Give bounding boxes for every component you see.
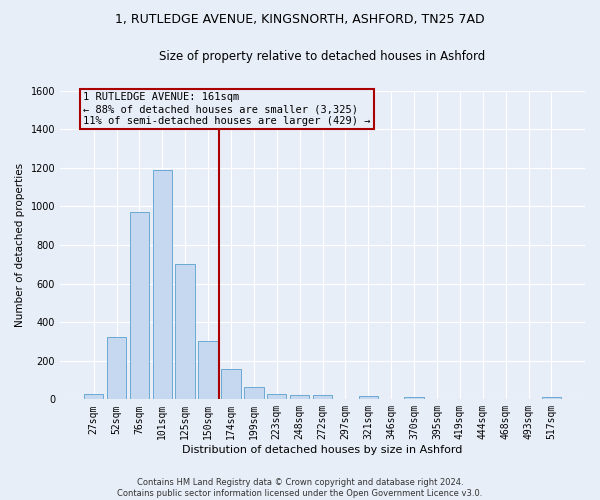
Text: 1, RUTLEDGE AVENUE, KINGSNORTH, ASHFORD, TN25 7AD: 1, RUTLEDGE AVENUE, KINGSNORTH, ASHFORD,… [115,12,485,26]
Bar [359,396,378,400]
Bar [221,370,241,400]
Text: 1 RUTLEDGE AVENUE: 161sqm
← 88% of detached houses are smaller (3,325)
11% of se: 1 RUTLEDGE AVENUE: 161sqm ← 88% of detac… [83,92,371,126]
X-axis label: Distribution of detached houses by size in Ashford: Distribution of detached houses by size … [182,445,463,455]
Bar [290,396,310,400]
Bar [84,394,103,400]
Bar [404,398,424,400]
Text: Contains HM Land Registry data © Crown copyright and database right 2024.
Contai: Contains HM Land Registry data © Crown c… [118,478,482,498]
Bar [107,336,126,400]
Bar [313,396,332,400]
Bar [152,170,172,400]
Bar [199,342,218,400]
Title: Size of property relative to detached houses in Ashford: Size of property relative to detached ho… [160,50,485,63]
Bar [244,387,263,400]
Bar [267,394,286,400]
Bar [175,264,195,400]
Y-axis label: Number of detached properties: Number of detached properties [15,163,25,327]
Bar [130,212,149,400]
Bar [542,397,561,400]
